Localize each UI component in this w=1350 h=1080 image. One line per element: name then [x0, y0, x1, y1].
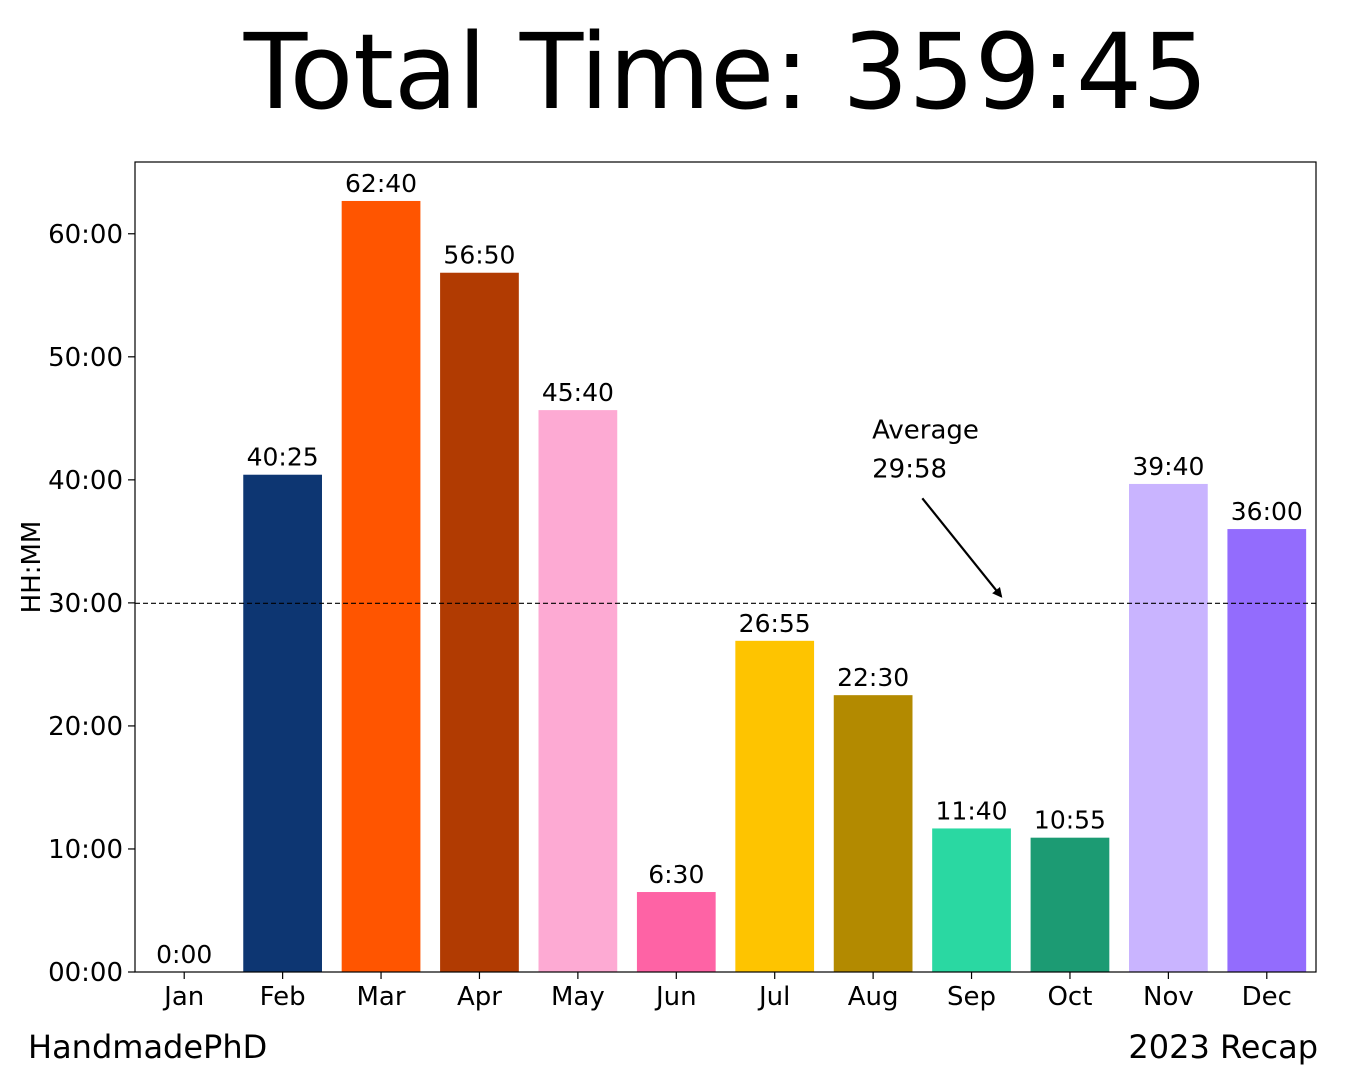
value-label-dec: 36:00 [1231, 497, 1303, 526]
footer-left-text: HandmadePhD [28, 1028, 267, 1066]
plot-frame [134, 161, 1317, 973]
x-tick-label-mar: Mar [357, 982, 406, 1012]
y-tick-label-0: 00:00 [48, 958, 123, 988]
value-label-nov: 39:40 [1132, 452, 1204, 481]
footer-right-text: 2023 Recap [1128, 1028, 1318, 1066]
x-tick-label-jun: Jun [654, 982, 697, 1012]
bar-apr [440, 272, 519, 972]
x-tick-label-may: May [551, 982, 605, 1012]
x-tick-label-apr: Apr [457, 982, 502, 1012]
x-tick-label-jan: Jan [162, 982, 204, 1012]
y-tick-label-1: 10:00 [48, 835, 123, 865]
bar-dec [1227, 529, 1307, 972]
value-label-jan: 0:00 [156, 940, 212, 969]
bar-may [538, 410, 618, 972]
average-arrow [921, 497, 1003, 598]
bar-feb [243, 474, 322, 972]
y-tick-label-5: 50:00 [48, 343, 123, 373]
y-tick-label-2: 20:00 [48, 712, 123, 742]
x-tick-label-nov: Nov [1143, 982, 1194, 1012]
x-tick-label-sep: Sep [947, 982, 996, 1012]
y-tick-label-3: 30:00 [48, 589, 123, 619]
chart-title: Total Time: 359:45 [243, 11, 1208, 133]
bar-oct [1030, 837, 1110, 972]
average-label-value: 29:58 [872, 454, 947, 484]
bar-jul [735, 640, 815, 972]
bar-mar [341, 200, 421, 972]
y-axis: 00:00 10:00 20:00 30:00 40:00 50:00 60:00 [48, 220, 135, 988]
x-tick-label-feb: Feb [260, 982, 306, 1012]
bar-nov [1129, 483, 1208, 972]
average-layer: Average 29:58 [135, 415, 1316, 604]
value-label-oct: 10:55 [1034, 806, 1106, 835]
value-labels-layer: 0:00 40:25 62:40 56:50 45:40 6:30 26:55 22:30 11… [156, 169, 1303, 969]
value-label-may: 45:40 [542, 378, 614, 407]
x-tick-label-aug: Aug [848, 982, 899, 1012]
x-tick-label-oct: Oct [1047, 982, 1092, 1012]
value-label-mar: 62:40 [345, 169, 417, 198]
bars-layer [243, 200, 1307, 972]
value-label-jul: 26:55 [739, 609, 811, 638]
value-label-feb: 40:25 [247, 443, 319, 472]
average-label-title: Average [872, 415, 979, 445]
x-tick-label-dec: Dec [1242, 982, 1292, 1012]
value-label-sep: 11:40 [936, 796, 1008, 825]
x-tick-label-jul: Jul [757, 982, 790, 1012]
x-axis: Jan Feb Mar Apr May Jun Jul Aug Sep Oct Nov Dec [162, 972, 1292, 1012]
bar-jun [636, 892, 716, 972]
y-axis-label: HH:MM [17, 521, 47, 614]
bar-aug [833, 695, 913, 972]
value-label-aug: 22:30 [837, 663, 909, 692]
y-tick-label-4: 40:00 [48, 466, 123, 496]
bar-sep [932, 828, 1011, 972]
value-label-apr: 56:50 [443, 241, 515, 270]
y-tick-label-6: 60:00 [48, 220, 123, 250]
value-label-jun: 6:30 [648, 860, 704, 889]
